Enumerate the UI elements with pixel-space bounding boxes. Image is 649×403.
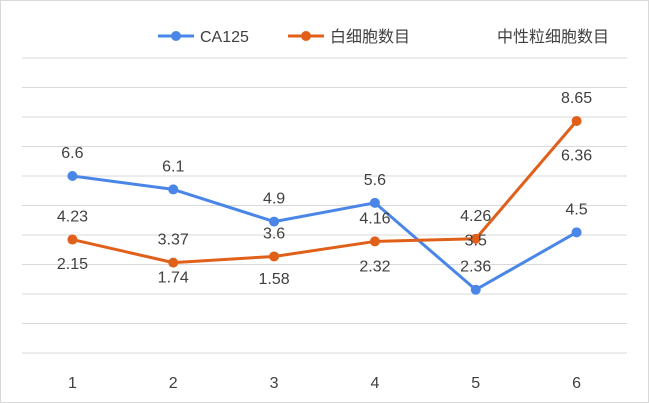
data-label: 6.36 xyxy=(561,148,592,165)
data-label: 1.58 xyxy=(259,271,290,288)
data-label: 4.16 xyxy=(359,210,390,227)
x-tick-label: 4 xyxy=(370,375,379,392)
data-point-0 xyxy=(67,171,78,181)
data-label: 6.1 xyxy=(162,158,184,175)
data-label: 8.65 xyxy=(561,90,592,107)
data-point-0 xyxy=(571,227,582,238)
x-tick-label: 5 xyxy=(471,375,480,392)
legend-item-neutrophil[interactable]: 中性粒细胞数目 xyxy=(497,28,609,46)
data-point-1 xyxy=(168,257,179,268)
data-label: 4.23 xyxy=(57,209,88,226)
data-label: 4.26 xyxy=(460,208,491,225)
data-label: 3.5 xyxy=(465,233,487,250)
x-tick-label: 3 xyxy=(270,375,279,392)
data-label: 4.5 xyxy=(565,201,587,218)
data-label: 6.6 xyxy=(61,145,83,162)
x-tick-label: 1 xyxy=(68,375,77,392)
x-tick-label: 6 xyxy=(572,375,581,392)
legend-label-wbc: 白细胞数目 xyxy=(330,28,410,46)
data-point-1 xyxy=(470,233,481,244)
x-tick-label: 2 xyxy=(169,375,178,392)
x-axis-ticks: 1 2 3 4 5 6 xyxy=(68,375,581,392)
data-point-0 xyxy=(369,197,380,208)
data-point-1 xyxy=(369,236,380,247)
data-labels: 6.6 6.1 4.9 5.6 2.36 4.5 4.23 3.37 3.6 4.16 4.26 8.… xyxy=(57,90,592,288)
data-point-1 xyxy=(67,234,78,245)
legend-item-ca125[interactable]: CA125 xyxy=(158,29,249,46)
data-label: 4.9 xyxy=(263,191,285,208)
legend-label-ca125: CA125 xyxy=(200,29,249,46)
legend-label-neutrophil: 中性粒细胞数目 xyxy=(497,28,609,46)
legend: CA125 白细胞数目 中性粒细胞数目 xyxy=(158,28,609,46)
data-point-0 xyxy=(470,284,481,295)
data-point-0 xyxy=(269,216,280,227)
series-line-1 xyxy=(72,120,578,265)
legend-marker-ca125 xyxy=(171,31,181,41)
data-point-0 xyxy=(168,184,179,195)
gridlines xyxy=(22,57,627,354)
data-point-1 xyxy=(571,116,582,127)
data-label: 2.32 xyxy=(359,258,390,275)
legend-marker-wbc xyxy=(301,31,311,41)
data-label: 3.6 xyxy=(263,225,285,242)
data-label: 2.15 xyxy=(57,256,88,273)
data-point-1 xyxy=(269,251,280,262)
legend-item-wbc[interactable]: 白细胞数目 xyxy=(288,28,410,46)
series-line-0 xyxy=(72,174,578,292)
data-label: 2.36 xyxy=(460,259,491,276)
data-label: 5.6 xyxy=(364,172,386,189)
data-label: 3.37 xyxy=(158,232,189,249)
data-label: 1.74 xyxy=(158,270,189,287)
series-layer xyxy=(67,116,582,295)
